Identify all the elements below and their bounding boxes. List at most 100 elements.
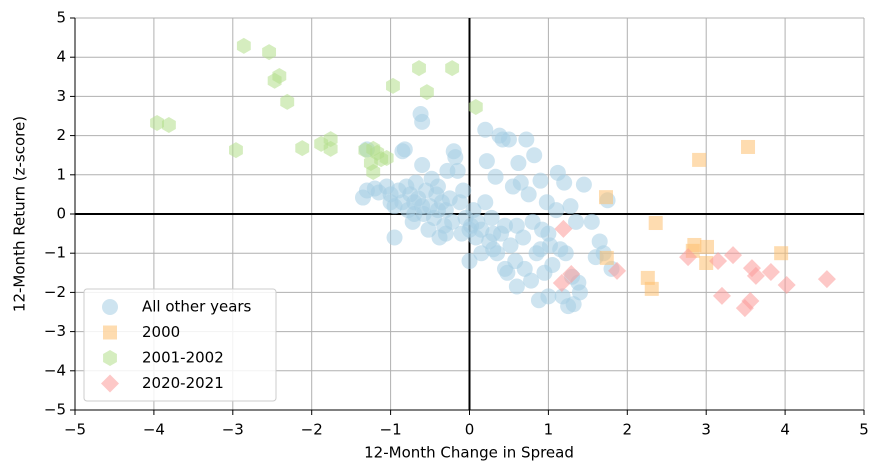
x-tick-label: −4	[143, 421, 165, 439]
legend-marker	[103, 325, 117, 340]
point	[544, 256, 561, 273]
y-tick-label: −4	[44, 361, 66, 379]
y-tick-label: 2	[56, 126, 66, 144]
point	[236, 37, 251, 54]
legend-label: 2000	[142, 323, 180, 341]
point	[523, 272, 540, 289]
point	[500, 131, 517, 148]
point	[520, 186, 537, 203]
legend-marker	[101, 374, 119, 393]
point	[508, 217, 525, 234]
point	[485, 225, 502, 242]
point	[412, 60, 426, 77]
point	[461, 253, 478, 270]
point	[640, 270, 655, 285]
point	[510, 155, 527, 172]
point	[323, 140, 338, 157]
x-tick-label: −2	[301, 421, 323, 439]
point	[295, 140, 310, 157]
point	[571, 284, 588, 301]
point	[516, 260, 533, 277]
point	[774, 246, 789, 261]
point	[575, 176, 592, 193]
point	[515, 229, 532, 246]
point	[735, 299, 754, 318]
legend-marker	[102, 299, 118, 315]
y-axis-label: 12-Month Return (z-score)	[11, 116, 29, 312]
point	[406, 206, 423, 222]
x-tick-label: −3	[222, 421, 244, 439]
point	[540, 225, 557, 242]
point	[699, 256, 714, 270]
x-tick-label: 4	[780, 421, 790, 439]
point	[548, 202, 565, 219]
point	[556, 174, 573, 191]
point	[396, 141, 413, 158]
point	[468, 98, 483, 115]
point	[487, 168, 504, 185]
point	[554, 219, 573, 238]
point	[473, 245, 490, 262]
point	[489, 245, 506, 262]
point	[497, 217, 514, 234]
x-tick-label: 1	[544, 421, 554, 439]
y-tick-label: −3	[44, 322, 66, 340]
point	[386, 229, 403, 246]
series	[552, 219, 836, 318]
point	[477, 121, 494, 138]
series	[354, 106, 620, 315]
y-tick-label: −1	[44, 244, 66, 262]
y-tick-label: −2	[44, 283, 66, 301]
point	[386, 77, 400, 94]
point	[746, 266, 765, 285]
point	[379, 149, 394, 166]
point	[161, 117, 176, 134]
legend-box	[83, 288, 277, 402]
x-axis-label: 12-Month Change in Spread	[364, 444, 574, 462]
point	[447, 149, 464, 166]
point	[599, 250, 614, 265]
point	[552, 273, 571, 292]
legend-label: 2001-2002	[142, 349, 224, 367]
point	[526, 147, 543, 164]
x-tick-label: 5	[859, 421, 869, 439]
point	[648, 216, 663, 231]
point	[709, 252, 728, 271]
legend: All other years 2000 2001-2002 2020-2021	[83, 288, 277, 402]
point	[777, 275, 796, 294]
point	[414, 113, 431, 130]
point	[366, 164, 381, 181]
point	[229, 142, 243, 159]
point	[532, 241, 549, 258]
point	[565, 296, 582, 313]
point	[280, 93, 295, 110]
x-tick-label: 3	[701, 421, 711, 439]
point	[532, 172, 549, 189]
y-tick-label: 3	[56, 87, 66, 105]
point	[679, 248, 698, 267]
x-tick-label: 0	[465, 421, 475, 439]
point	[741, 139, 756, 154]
y-tick-label: 5	[56, 9, 66, 27]
point	[478, 153, 495, 170]
point	[414, 157, 431, 173]
point	[692, 152, 707, 167]
y-tick-label: −5	[44, 401, 66, 419]
point	[461, 221, 478, 238]
point	[583, 213, 600, 230]
y-tick-label: 1	[56, 165, 66, 183]
x-tick-label: −1	[380, 421, 402, 439]
point	[699, 239, 714, 254]
point	[497, 260, 514, 277]
point	[150, 115, 164, 132]
point	[267, 72, 282, 89]
legend-marker	[103, 350, 117, 366]
y-tick-label: 0	[56, 205, 66, 223]
point	[508, 278, 525, 295]
point	[429, 202, 446, 219]
point	[644, 281, 659, 296]
x-tick-label: 2	[623, 421, 633, 439]
point	[483, 209, 500, 226]
